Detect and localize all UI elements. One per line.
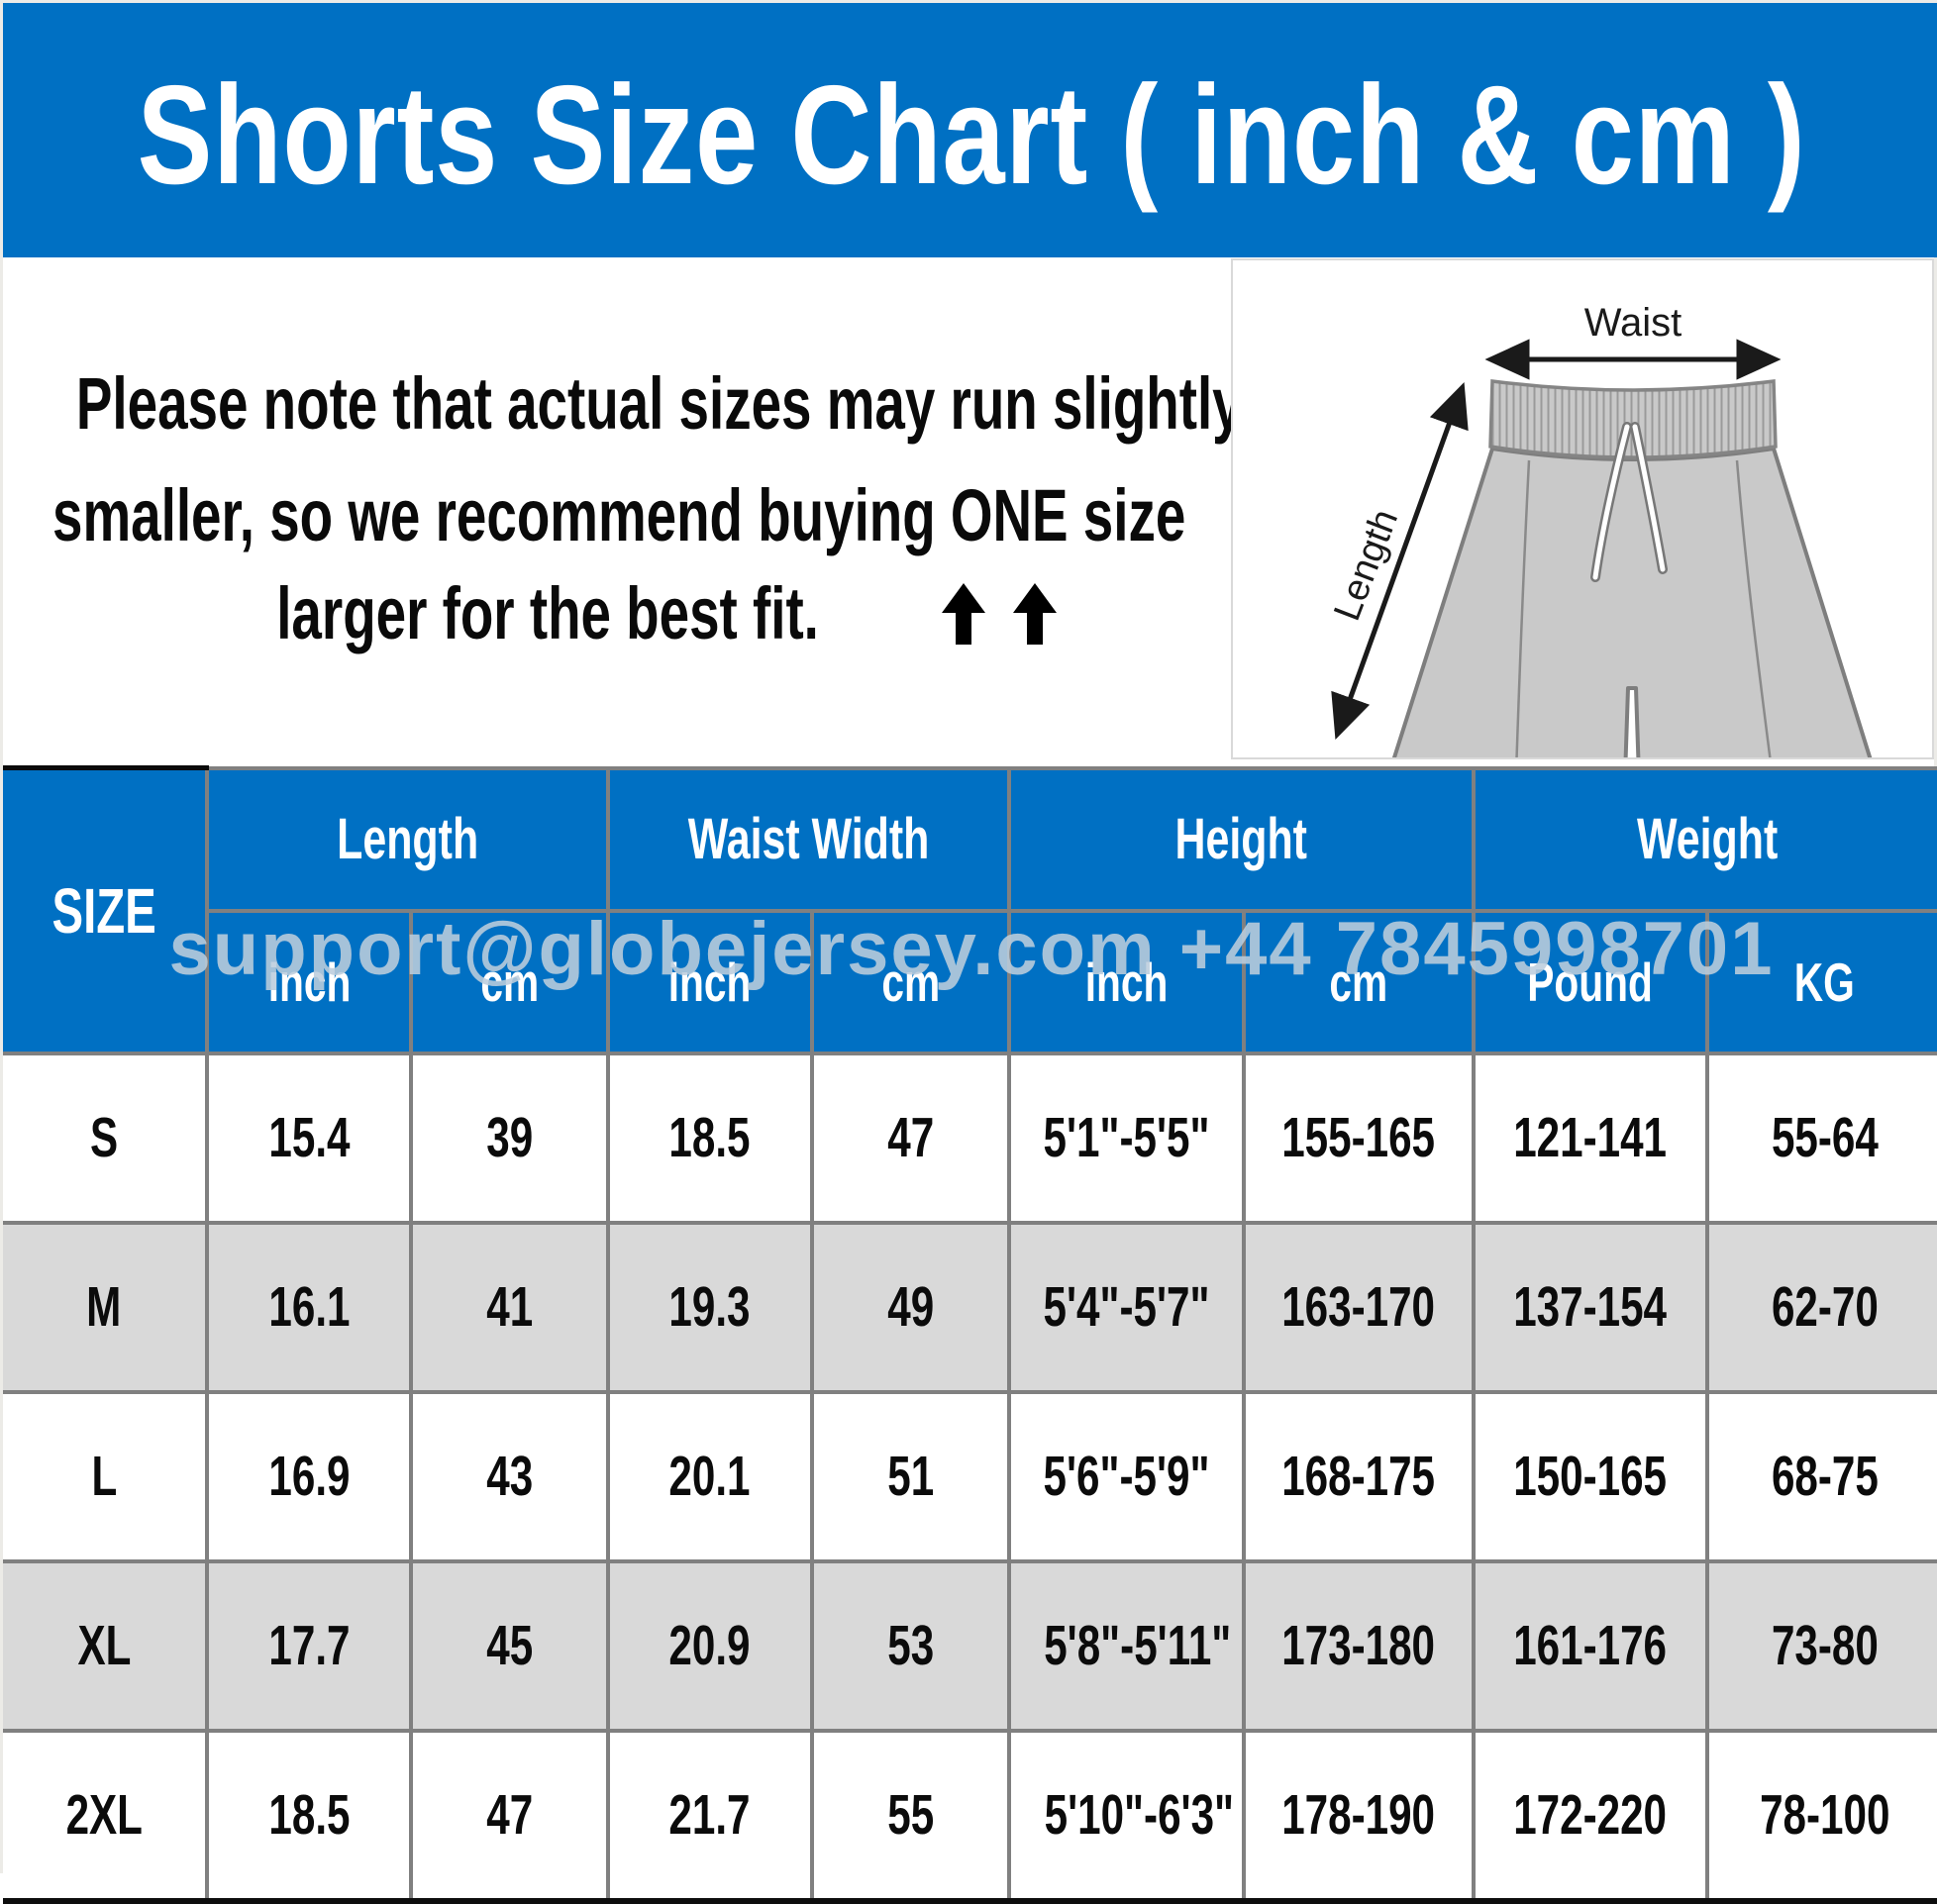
subheader-waist-inch: inch <box>606 908 814 1055</box>
cell: 47 <box>809 1051 1012 1225</box>
subheader-height-cm: cm <box>1241 908 1476 1055</box>
cell: 121-141 <box>1471 1051 1710 1225</box>
column-group-length: Length <box>205 765 611 913</box>
cell: 62-70 <box>1705 1220 1937 1394</box>
cell: 45 <box>408 1558 611 1733</box>
note-line-1: Please note that actual sizes may run sl… <box>75 361 1243 445</box>
note-line-3: larger for the best fit. <box>181 564 1057 668</box>
column-header-size: SIZE <box>3 765 210 1055</box>
cell: 20.9 <box>606 1558 814 1733</box>
cell: 16.1 <box>205 1220 413 1394</box>
cell: 55 <box>809 1728 1012 1904</box>
cell: 168-175 <box>1241 1389 1476 1563</box>
cell: 21.7 <box>606 1728 814 1904</box>
subheader-weight-pound: Pound <box>1471 908 1710 1055</box>
page-title: Shorts Size Chart ( inch & cm ) <box>137 55 1806 214</box>
cell: 41 <box>408 1220 611 1394</box>
table-row-m: M 16.1 41 19.3 49 5'4"-5'7" 163-170 137-… <box>3 1220 1937 1394</box>
shorts-diagram: Waist Length <box>1231 258 1934 759</box>
cell: 15.4 <box>205 1051 413 1225</box>
subheader-length-cm: cm <box>408 908 611 1055</box>
table-row-2xl: 2XL 18.5 47 21.7 55 5'10"-6'3" 178-190 1… <box>3 1728 1937 1904</box>
cell: 5'8"-5'11" <box>1007 1558 1246 1733</box>
size-label: XL <box>3 1558 210 1733</box>
length-arrow <box>1331 381 1469 741</box>
cell: 150-165 <box>1471 1389 1710 1563</box>
title-banner: Shorts Size Chart ( inch & cm ) <box>3 3 1937 257</box>
cell: 16.9 <box>205 1389 413 1563</box>
table-row-l: L 16.9 43 20.1 51 5'6"-5'9" 168-175 150-… <box>3 1389 1937 1563</box>
cell: 20.1 <box>606 1389 814 1563</box>
cell: 55-64 <box>1705 1051 1937 1225</box>
column-group-weight: Weight <box>1471 765 1937 913</box>
cell: 18.5 <box>205 1728 413 1904</box>
size-label: M <box>3 1220 210 1394</box>
column-group-height: Height <box>1007 765 1476 913</box>
cell: 19.3 <box>606 1220 814 1394</box>
column-group-waist-width: Waist Width <box>606 765 1012 913</box>
size-table: SIZE Length Waist Width Height Weight in… <box>3 765 1937 1904</box>
note-line-2: smaller, so we recommend buying ONE size <box>52 473 1186 556</box>
waist-label: Waist <box>1584 301 1682 345</box>
cell: 53 <box>809 1558 1012 1733</box>
cell: 49 <box>809 1220 1012 1394</box>
subheader-waist-cm: cm <box>809 908 1012 1055</box>
subheader-height-inch: inch <box>1007 908 1246 1055</box>
cell: 39 <box>408 1051 611 1225</box>
length-label: Length <box>1326 504 1406 627</box>
cell: 51 <box>809 1389 1012 1563</box>
cell: 155-165 <box>1241 1051 1476 1225</box>
cell: 5'4"-5'7" <box>1007 1220 1246 1394</box>
cell: 43 <box>408 1389 611 1563</box>
subheader-length-inch: inch <box>205 908 413 1055</box>
cell: 5'6"-5'9" <box>1007 1389 1246 1563</box>
cell: 5'1"-5'5" <box>1007 1051 1246 1225</box>
cell: 18.5 <box>606 1051 814 1225</box>
shorts-body <box>1391 447 1873 757</box>
cell: 68-75 <box>1705 1389 1937 1563</box>
cell: 178-190 <box>1241 1728 1476 1904</box>
cell: 78-100 <box>1705 1728 1937 1904</box>
cell: 137-154 <box>1471 1220 1710 1394</box>
cell: 5'10"-6'3" <box>1007 1728 1246 1904</box>
shorts-waistband <box>1488 379 1778 459</box>
size-label: L <box>3 1389 210 1563</box>
size-label: S <box>3 1051 210 1225</box>
table-row-xl: XL 17.7 45 20.9 53 5'8"-5'11" 173-180 16… <box>3 1558 1937 1733</box>
size-label: 2XL <box>3 1728 210 1904</box>
cell: 161-176 <box>1471 1558 1710 1733</box>
cell: 47 <box>408 1728 611 1904</box>
subheader-weight-kg: KG <box>1705 908 1937 1055</box>
cell: 172-220 <box>1471 1728 1710 1904</box>
cell: 17.7 <box>205 1558 413 1733</box>
cell: 73-80 <box>1705 1558 1937 1733</box>
cell: 173-180 <box>1241 1558 1476 1733</box>
up-arrow-icon <box>941 570 986 668</box>
size-note: Please note that actual sizes may run sl… <box>3 258 1242 763</box>
up-arrow-icon <box>1012 570 1058 668</box>
table-row-s: S 15.4 39 18.5 47 5'1"-5'5" 155-165 121-… <box>3 1051 1937 1225</box>
cell: 163-170 <box>1241 1220 1476 1394</box>
